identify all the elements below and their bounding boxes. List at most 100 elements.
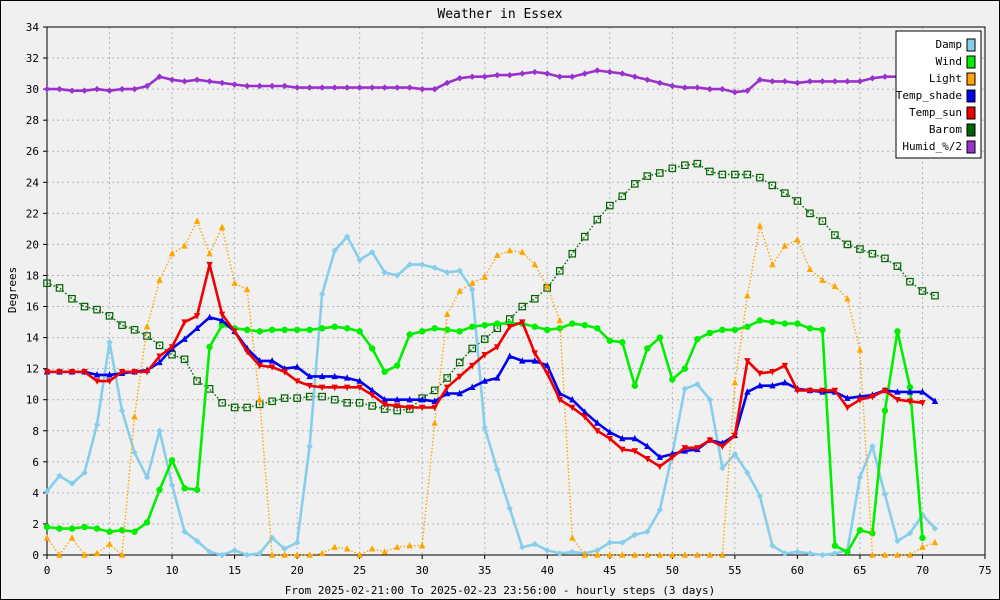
data-point	[218, 223, 226, 231]
data-point	[206, 250, 213, 257]
data-point	[519, 70, 526, 77]
data-point	[393, 403, 401, 410]
data-point	[494, 251, 501, 258]
data-point	[756, 317, 764, 324]
data-point	[368, 345, 376, 352]
data-point	[518, 302, 527, 311]
data-point	[481, 377, 488, 384]
data-point	[469, 73, 476, 80]
data-point	[731, 378, 739, 386]
data-point	[869, 443, 876, 450]
legend-label: Humid_%/2	[902, 140, 962, 153]
data-point	[794, 320, 801, 327]
data-point	[419, 541, 426, 549]
y-tick-label: 34	[26, 21, 40, 34]
y-tick-label: 12	[26, 363, 39, 376]
plot-frame	[46, 26, 986, 556]
y-tick-label: 14	[26, 332, 40, 345]
data-point	[480, 335, 489, 343]
x-tick-label: 30	[416, 564, 429, 577]
data-point	[131, 369, 138, 376]
data-point	[268, 326, 276, 334]
data-point	[469, 362, 476, 370]
data-point	[419, 328, 426, 335]
data-point	[506, 71, 513, 79]
data-point	[906, 398, 914, 405]
data-point	[656, 334, 664, 341]
data-point	[293, 363, 301, 370]
data-point	[506, 505, 513, 512]
data-point	[256, 362, 263, 370]
data-point	[155, 341, 164, 350]
data-point	[719, 443, 726, 450]
x-tick-label: 20	[291, 564, 304, 577]
data-point	[181, 335, 188, 342]
data-point	[331, 84, 338, 91]
data-point	[356, 256, 363, 264]
data-point	[343, 545, 351, 552]
data-point	[856, 346, 864, 353]
data-point	[318, 549, 326, 557]
data-point	[681, 84, 689, 91]
data-point	[706, 551, 714, 558]
data-point	[318, 325, 326, 332]
data-point	[481, 273, 488, 280]
data-point	[818, 217, 827, 225]
data-point	[519, 319, 526, 326]
data-point	[368, 386, 376, 394]
data-point	[381, 269, 388, 276]
data-point	[218, 316, 226, 324]
data-point	[93, 525, 101, 532]
data-point	[56, 525, 63, 532]
data-point	[431, 397, 438, 404]
data-point	[431, 419, 438, 426]
x-tick-label: 25	[353, 564, 366, 577]
data-point	[894, 537, 901, 545]
chart-title: Weather in Essex	[437, 7, 562, 22]
data-point	[469, 279, 476, 286]
data-point	[569, 534, 576, 541]
data-point	[181, 242, 188, 249]
data-point	[706, 167, 714, 176]
data-point	[656, 79, 664, 87]
data-point	[581, 408, 588, 415]
series-2	[43, 217, 939, 558]
data-point	[769, 260, 776, 268]
data-point	[868, 249, 877, 258]
data-point	[531, 260, 538, 268]
grid	[47, 27, 985, 555]
data-point	[769, 369, 776, 376]
legend: Damp Wind Light Temp_shade Temp_sun Barom Humi…	[895, 30, 982, 159]
data-point	[181, 485, 188, 492]
data-point	[68, 369, 76, 376]
data-point	[594, 428, 601, 435]
data-point	[619, 551, 626, 558]
data-point	[906, 277, 914, 286]
data-point	[231, 547, 238, 554]
data-point	[619, 434, 626, 442]
data-point	[281, 326, 288, 334]
data-point	[206, 548, 213, 556]
data-point	[506, 352, 513, 359]
data-point	[919, 534, 926, 542]
data-point	[43, 369, 51, 376]
data-point	[55, 284, 64, 292]
data-point	[106, 339, 113, 346]
data-point	[206, 313, 213, 321]
data-point	[481, 321, 488, 329]
data-point	[556, 550, 563, 557]
x-tick-label: 70	[916, 564, 929, 577]
data-point	[644, 345, 651, 352]
data-point	[156, 73, 163, 80]
data-point	[869, 530, 876, 537]
data-point	[268, 397, 276, 406]
data-point	[193, 313, 201, 320]
y-axis-label: Degrees	[6, 267, 19, 313]
y-tick-label: 8	[32, 425, 39, 438]
y-tick-label: 28	[26, 114, 39, 127]
data-point	[81, 369, 88, 376]
data-point	[581, 70, 588, 77]
data-point	[131, 413, 138, 420]
data-point	[594, 551, 601, 558]
